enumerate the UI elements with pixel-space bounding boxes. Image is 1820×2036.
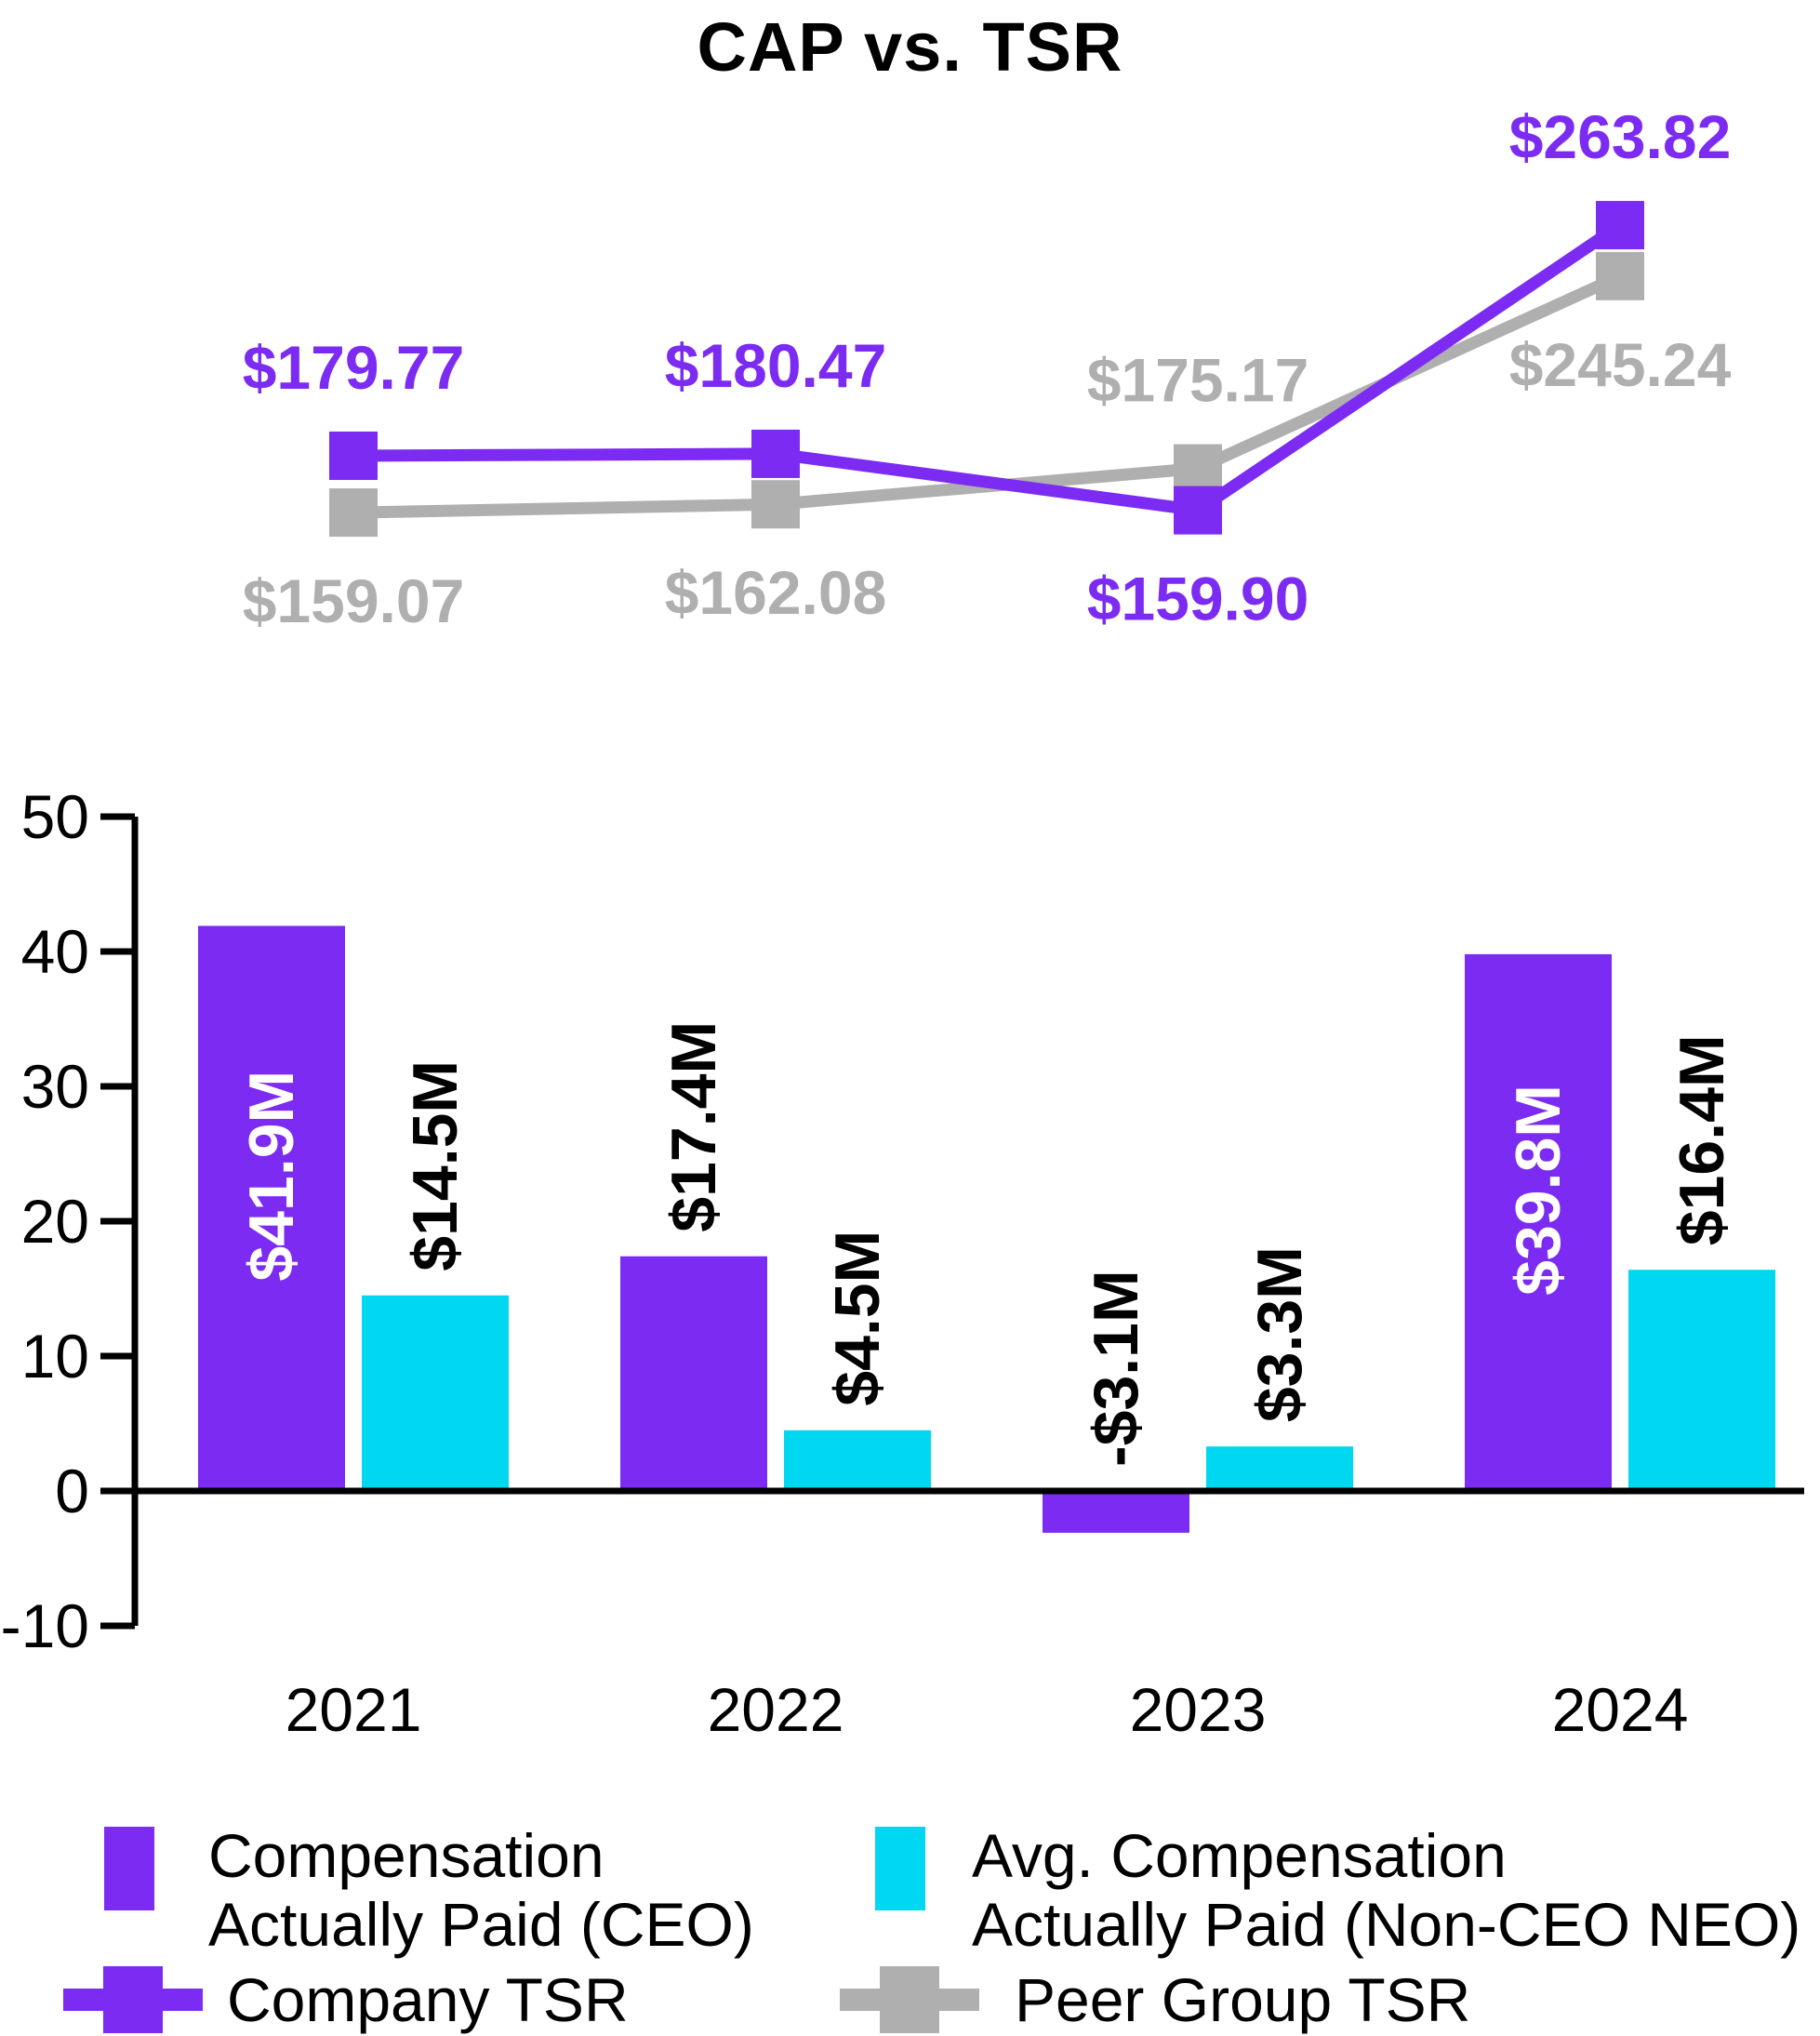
company-tsr-marker: [329, 432, 378, 480]
peer-group-tsr-point-label: $159.07: [243, 566, 465, 635]
legend-neo-line1: Avg. Compensation: [972, 1821, 1507, 1890]
neo-bar-value-label: $16.4M: [1667, 1034, 1737, 1245]
neo-bar-value-label: $14.5M: [400, 1060, 471, 1271]
ceo-bar-value-label: $41.9M: [236, 1071, 307, 1282]
y-tick-label: 0: [55, 1457, 89, 1525]
peer-group-tsr-marker: [1174, 444, 1222, 493]
company-tsr-point-label: $263.82: [1509, 102, 1732, 171]
peer-group-tsr-marker: [329, 488, 378, 538]
ceo-color-swatch: [104, 1827, 154, 1910]
company-tsr-point-label: $159.90: [1087, 565, 1309, 633]
legend-neo-line2: Actually Paid (Non-CEO NEO): [972, 1890, 1801, 1959]
y-tick-label: 40: [21, 917, 89, 986]
y-tick-label: 20: [21, 1187, 89, 1256]
legend-peer-tsr-label: Peer Group TSR: [1015, 1965, 1471, 2034]
company-tsr-line-icon: [63, 1966, 203, 2033]
company-tsr-line: [352, 220, 1624, 517]
ceo-bar-value-label: $39.8M: [1503, 1085, 1574, 1296]
neo-bar-value-label: $4.5M: [822, 1231, 893, 1406]
company-tsr-marker: [1596, 201, 1644, 250]
neo-color-swatch: [875, 1827, 925, 1910]
company-tsr-point-label: $179.77: [243, 333, 465, 402]
y-tick-label: 30: [21, 1052, 89, 1121]
chart-title: CAP vs. TSR: [697, 8, 1123, 86]
legend-ceo-line1: Compensation: [208, 1821, 604, 1890]
x-category-label: 2023: [1130, 1675, 1267, 1744]
y-tick-label: -10: [1, 1591, 89, 1660]
company-tsr-marker: [1174, 486, 1222, 535]
neo-bar: [362, 1295, 509, 1491]
x-category-label: 2021: [286, 1675, 422, 1744]
peer-group-tsr-point-label: $162.08: [665, 558, 887, 627]
legend-company-tsr-label: Company TSR: [227, 1965, 629, 2034]
legend-ceo-line2: Actually Paid (CEO): [208, 1890, 754, 1959]
ceo-bar: [1465, 953, 1612, 1491]
combined-chart-svg: $159.07 $162.08 $175.17 $245.24 $179.77 $180.…: [1, 102, 1804, 1744]
neo-bar: [784, 1430, 931, 1491]
peer-group-tsr-marker: [751, 480, 800, 529]
ceo-bar-value-label: $17.4M: [658, 1021, 729, 1232]
legend-item-neo: Avg. Compensation Actually Paid (Non-CEO…: [875, 1821, 1800, 1959]
legend-item-ceo: Compensation Actually Paid (CEO): [104, 1821, 754, 1959]
y-tick-label: 50: [21, 782, 89, 851]
ceo-bar-value-label: -$3.1M: [1081, 1270, 1151, 1467]
legend-item-company-tsr: Company TSR: [63, 1955, 629, 2036]
x-category-label: 2024: [1552, 1675, 1689, 1744]
peer-group-tsr-point-label: $245.24: [1509, 330, 1732, 399]
neo-bar-value-label: $3.3M: [1244, 1246, 1315, 1422]
peer-group-tsr-point-label: $175.17: [1087, 346, 1309, 415]
y-tick-label: 10: [21, 1322, 89, 1391]
ceo-bar: [1043, 1491, 1189, 1533]
ceo-bar: [620, 1256, 767, 1491]
ceo-bar: [198, 925, 345, 1491]
neo-bar: [1628, 1270, 1775, 1491]
x-category-label: 2022: [708, 1675, 844, 1744]
company-tsr-point-label: $180.47: [665, 331, 887, 400]
company-tsr-marker: [751, 429, 800, 478]
peer-group-tsr-marker: [1596, 251, 1644, 300]
legend-item-peer-tsr: Peer Group TSR: [840, 1955, 1470, 2036]
neo-bar: [1206, 1446, 1353, 1491]
peer-tsr-line-icon: [840, 1966, 979, 2033]
